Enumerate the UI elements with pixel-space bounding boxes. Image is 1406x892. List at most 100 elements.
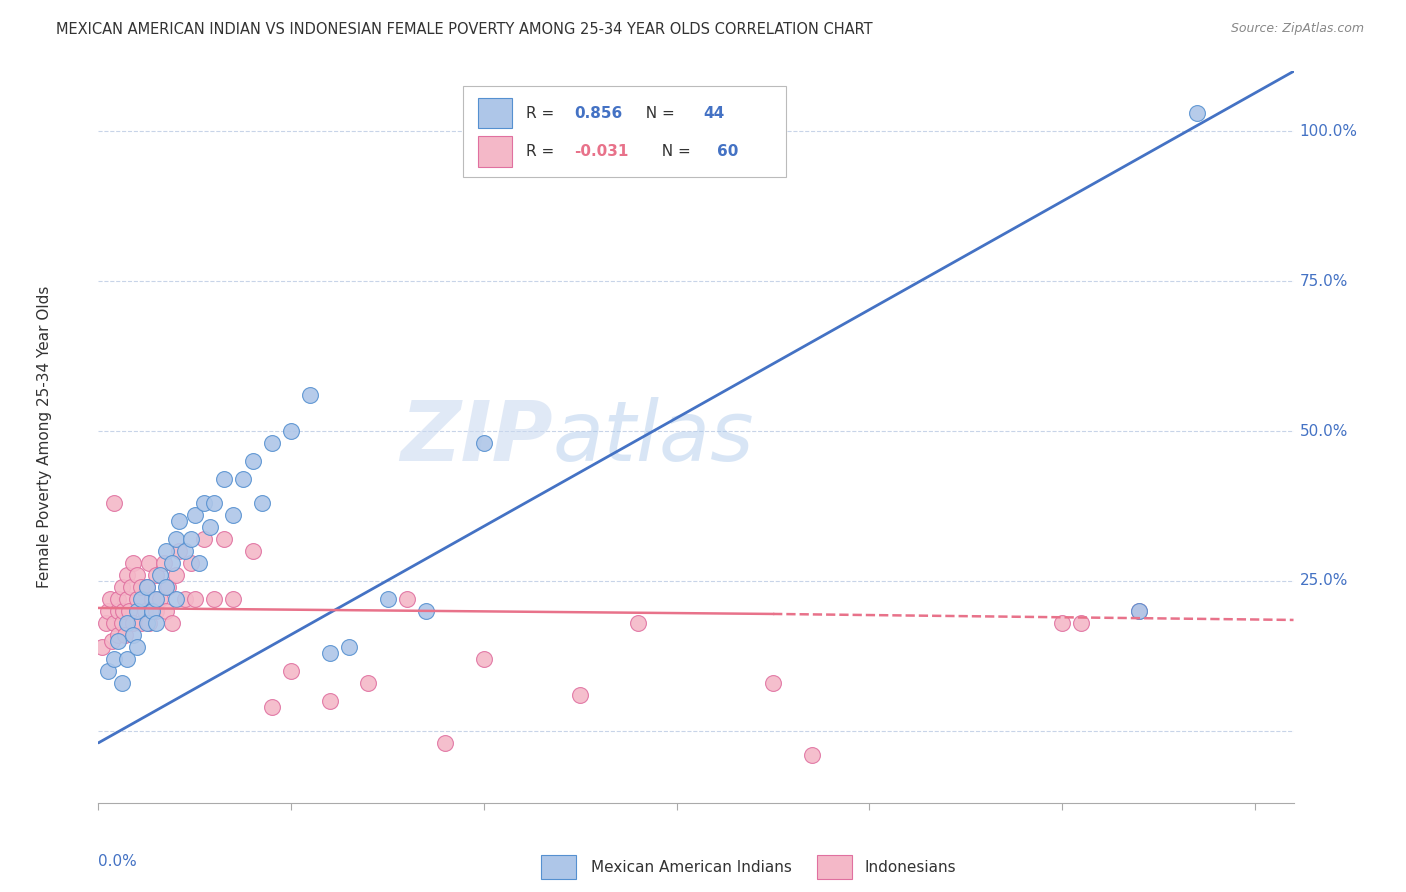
Point [103,652,125,666]
Point [280,664,302,678]
Point [260,436,283,450]
Point [103,496,125,510]
Point [1050,615,1073,630]
Bar [478,98,512,128]
Point [174,544,197,558]
Point [122,628,145,642]
Point [319,646,342,660]
Point [117,591,139,606]
Point [153,556,176,570]
Point [129,615,152,630]
Point [434,736,457,750]
Point [118,604,141,618]
Point [193,532,215,546]
Point [377,591,399,606]
Point [138,615,160,630]
Point [242,544,264,558]
Point [112,604,135,618]
Point [134,604,156,618]
Point [114,628,136,642]
Point [242,454,264,468]
Text: 0.856: 0.856 [574,105,623,120]
Point [129,580,152,594]
Point [107,591,129,606]
Point [117,652,139,666]
Point [125,604,148,618]
Text: R =: R = [526,145,560,160]
Text: atlas: atlas [553,397,754,477]
Point [569,688,592,702]
Point [145,591,167,606]
Text: N =: N = [652,145,696,160]
Point [107,628,129,642]
Point [1070,615,1092,630]
Text: Source: ZipAtlas.com: Source: ZipAtlas.com [1230,22,1364,36]
Point [135,615,157,630]
Point [627,615,650,630]
Point [260,699,283,714]
Point [145,604,167,618]
Point [800,747,823,762]
Text: 50.0%: 50.0% [1299,424,1348,439]
Point [232,472,254,486]
Point [184,508,207,522]
Point [91,640,114,654]
Text: 25.0%: 25.0% [1299,574,1348,589]
Point [129,591,152,606]
Point [202,496,225,510]
Point [222,508,245,522]
Point [155,604,177,618]
Point [165,591,187,606]
Point [135,580,157,594]
Point [110,676,132,690]
Point [120,580,142,594]
Point [395,591,418,606]
Point [125,591,148,606]
Point [165,532,187,546]
Point [107,604,129,618]
Text: R =: R = [526,105,560,120]
Point [472,652,495,666]
Point [160,615,183,630]
Point [125,568,148,582]
Point [1128,604,1150,618]
Text: -0.031: -0.031 [574,145,628,160]
Point [117,615,139,630]
Point [472,436,495,450]
Text: N =: N = [637,105,681,120]
Point [415,604,437,618]
Point [337,640,360,654]
Point [97,664,120,678]
Point [160,556,183,570]
Point [222,591,245,606]
Point [145,615,167,630]
Point [319,694,342,708]
Text: 100.0%: 100.0% [1299,124,1358,139]
Point [1185,106,1208,120]
Point [156,580,179,594]
Point [252,496,274,510]
Point [141,604,163,618]
Point [101,634,124,648]
Text: 75.0%: 75.0% [1299,274,1348,289]
Point [117,568,139,582]
Point [141,591,163,606]
Bar [478,136,512,167]
Point [202,591,225,606]
Point [107,634,129,648]
Point [155,580,177,594]
Text: 60: 60 [717,145,740,160]
Text: Indonesians: Indonesians [865,860,956,874]
Point [184,591,207,606]
Point [280,424,302,438]
Point [145,568,167,582]
Point [180,532,202,546]
FancyBboxPatch shape [463,86,786,178]
Point [299,388,322,402]
Point [193,496,215,510]
Point [1128,604,1150,618]
Point [135,580,157,594]
Point [212,532,235,546]
Text: 44: 44 [703,105,724,120]
Point [187,556,209,570]
